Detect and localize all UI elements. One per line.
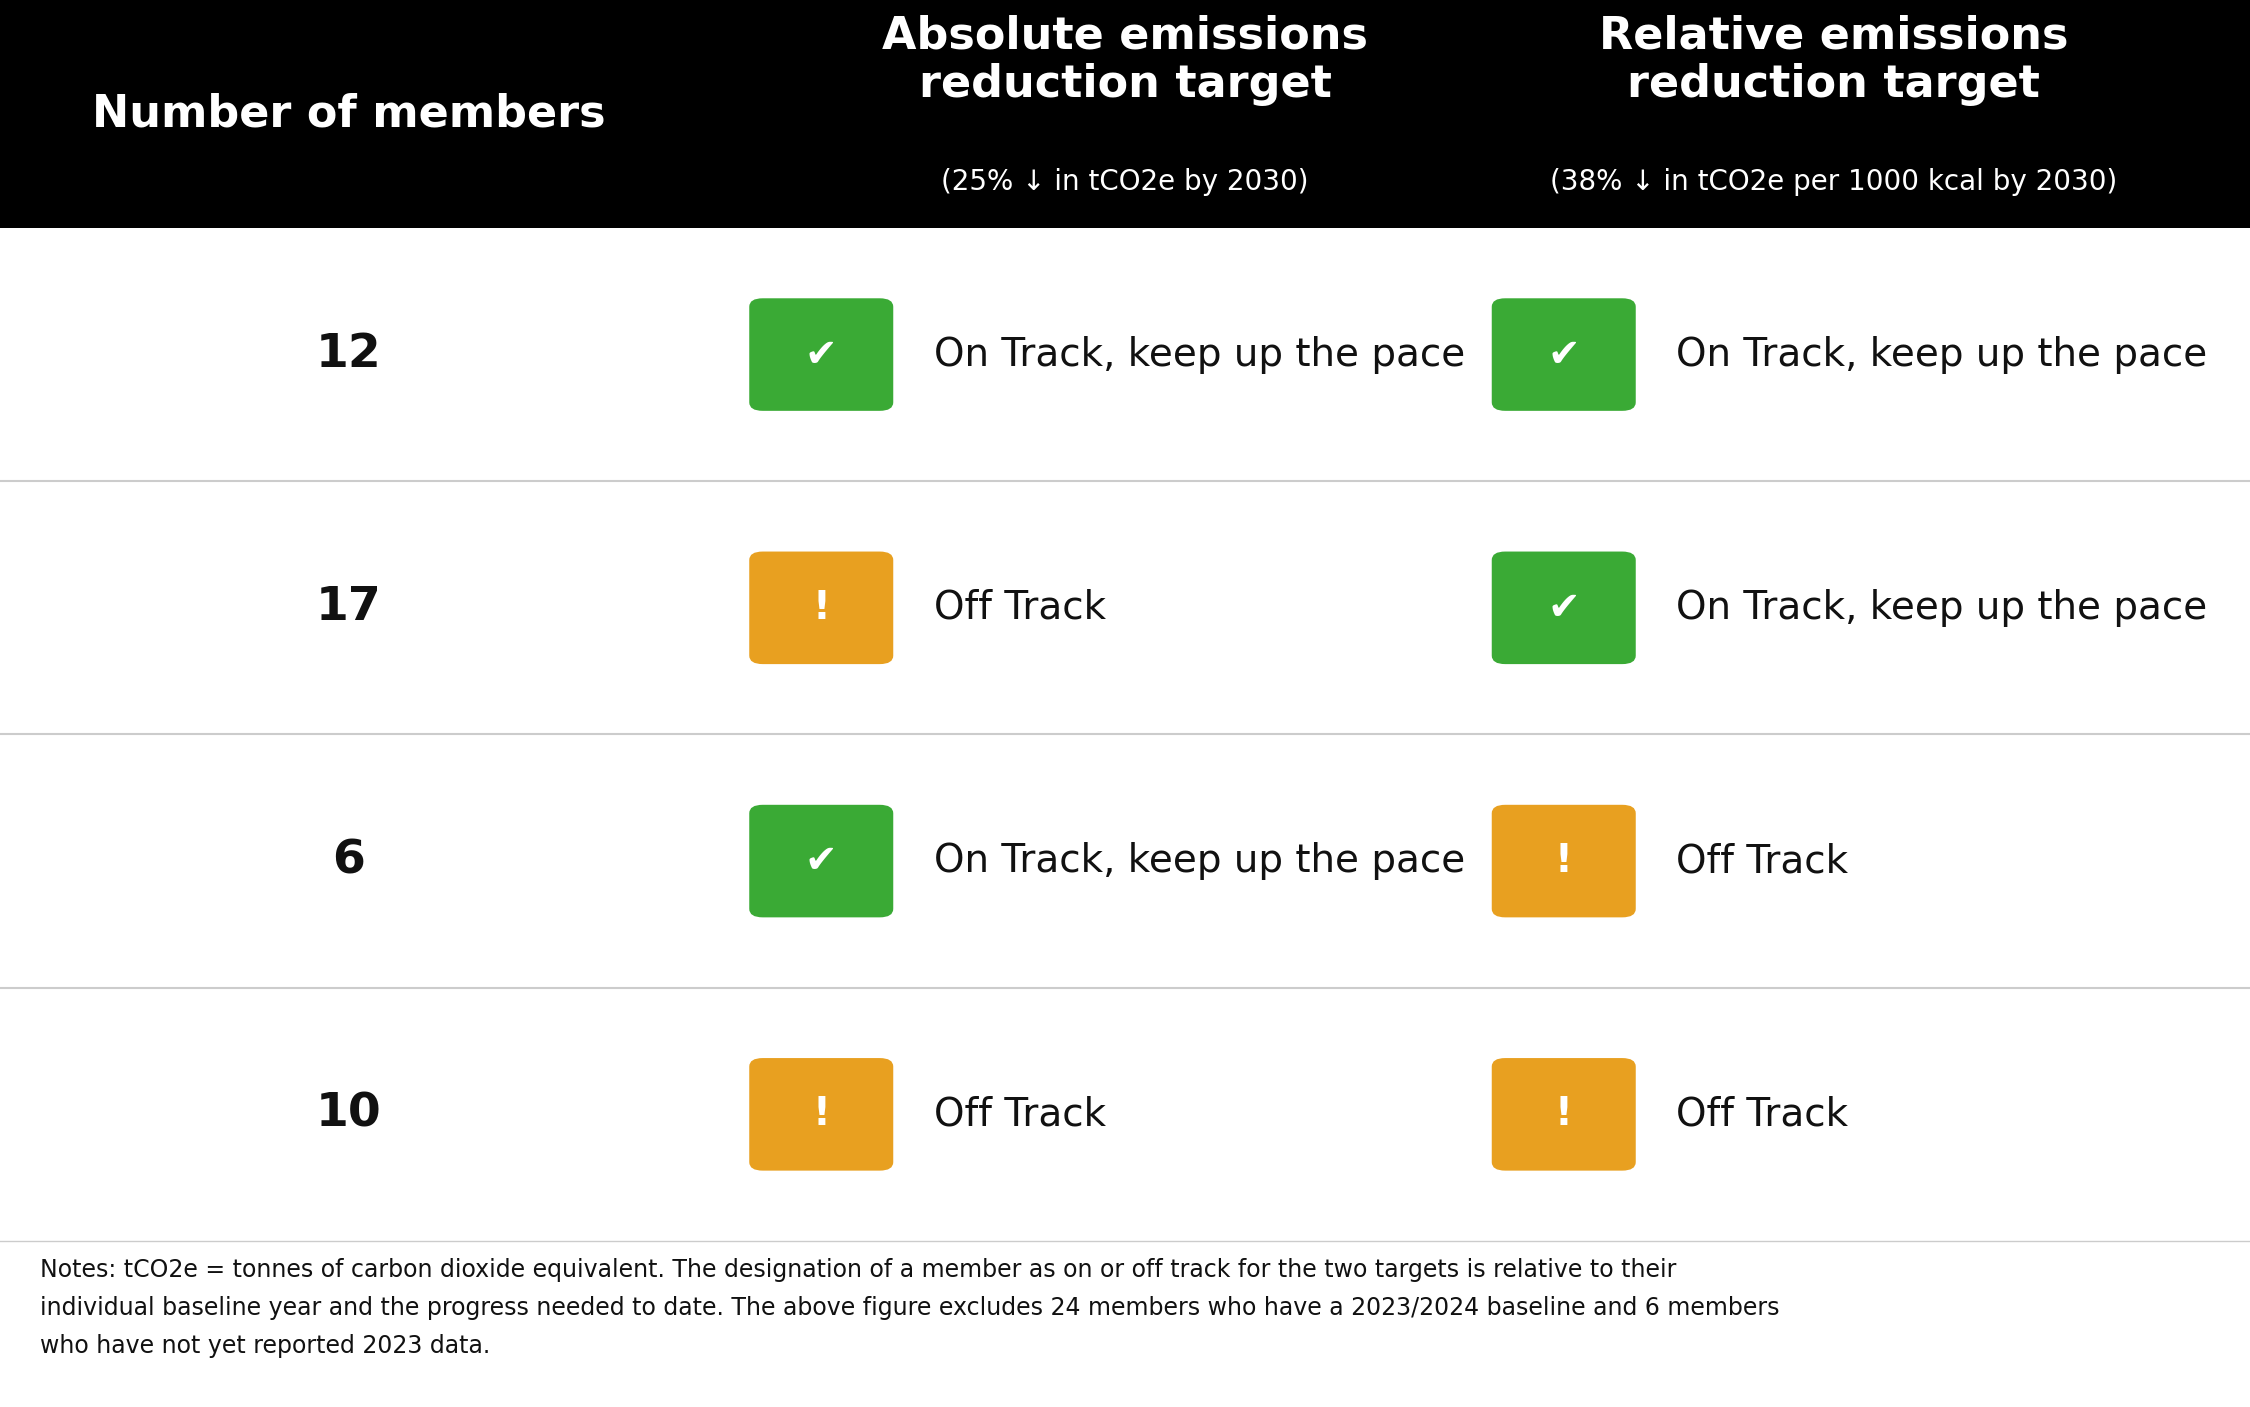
Text: (38% ↓ in tCO2e per 1000 kcal by 2030): (38% ↓ in tCO2e per 1000 kcal by 2030) [1550, 167, 2117, 196]
Text: On Track, keep up the pace: On Track, keep up the pace [1676, 588, 2207, 628]
Text: Absolute emissions
reduction target: Absolute emissions reduction target [882, 15, 1368, 106]
Text: Relative emissions
reduction target: Relative emissions reduction target [1600, 15, 2068, 106]
Text: Number of members: Number of members [92, 93, 605, 135]
Text: On Track, keep up the pace: On Track, keep up the pace [934, 841, 1465, 881]
FancyBboxPatch shape [749, 805, 893, 917]
Text: On Track, keep up the pace: On Track, keep up the pace [934, 335, 1465, 374]
Text: 6: 6 [333, 839, 364, 884]
Text: !: ! [812, 1095, 830, 1134]
Text: 17: 17 [315, 585, 383, 630]
FancyBboxPatch shape [0, 228, 2250, 481]
Text: Off Track: Off Track [934, 588, 1107, 628]
FancyBboxPatch shape [0, 481, 2250, 734]
Text: On Track, keep up the pace: On Track, keep up the pace [1676, 335, 2207, 374]
Text: ✔: ✔ [806, 335, 837, 374]
Text: Off Track: Off Track [1676, 841, 1850, 881]
Text: Notes: tCO2e = tonnes of carbon dioxide equivalent. The designation of a member : Notes: tCO2e = tonnes of carbon dioxide … [40, 1258, 1780, 1358]
Text: !: ! [1555, 1095, 1573, 1134]
FancyBboxPatch shape [1492, 1058, 1636, 1171]
FancyBboxPatch shape [749, 298, 893, 411]
Text: 12: 12 [315, 332, 383, 377]
Text: ✔: ✔ [806, 841, 837, 881]
Text: Off Track: Off Track [934, 1095, 1107, 1134]
Text: Off Track: Off Track [1676, 1095, 1850, 1134]
FancyBboxPatch shape [1492, 805, 1636, 917]
Text: !: ! [812, 588, 830, 628]
FancyBboxPatch shape [1492, 552, 1636, 664]
FancyBboxPatch shape [0, 734, 2250, 988]
Text: (25% ↓ in tCO2e by 2030): (25% ↓ in tCO2e by 2030) [940, 167, 1310, 196]
FancyBboxPatch shape [0, 988, 2250, 1241]
FancyBboxPatch shape [0, 0, 2250, 228]
FancyBboxPatch shape [1492, 298, 1636, 411]
FancyBboxPatch shape [749, 1058, 893, 1171]
FancyBboxPatch shape [749, 552, 893, 664]
Text: ✔: ✔ [1548, 588, 1579, 628]
Text: 10: 10 [315, 1092, 383, 1137]
Text: ✔: ✔ [1548, 335, 1579, 374]
Text: !: ! [1555, 841, 1573, 881]
